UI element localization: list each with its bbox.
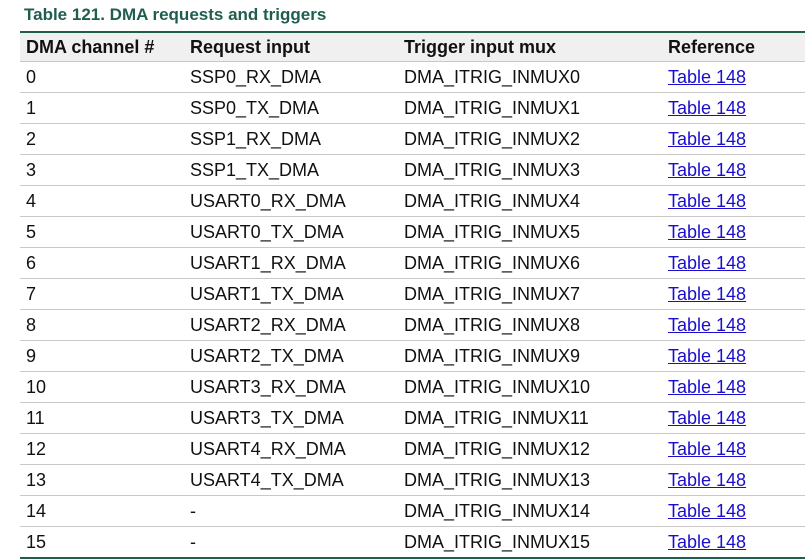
cell-trigger-mux: DMA_ITRIG_INMUX10	[404, 376, 591, 397]
cell-channel: 12	[26, 438, 47, 459]
table-row: 2 SSP1_RX_DMA DMA_ITRIG_INMUX2 Table 148	[20, 124, 805, 155]
cell-request-input: USART0_RX_DMA	[190, 190, 346, 211]
reference-link[interactable]: Table 148	[668, 283, 747, 304]
reference-link[interactable]: Table 148	[668, 221, 747, 242]
reference-link[interactable]: Table 148	[668, 159, 747, 180]
table-row: 13 USART4_TX_DMA DMA_ITRIG_INMUX13 Table 14…	[20, 465, 805, 496]
cell-channel: 1	[26, 97, 37, 118]
cell-channel: 8	[26, 314, 37, 335]
reference-link[interactable]: Table 148	[668, 66, 747, 87]
cell-trigger-mux: DMA_ITRIG_INMUX14	[404, 500, 591, 521]
cell-channel: 0	[26, 66, 37, 87]
cell-channel: 15	[26, 531, 47, 552]
cell-request-input: -	[190, 531, 196, 552]
table-row: 9 USART2_TX_DMA DMA_ITRIG_INMUX9 Table 148	[20, 341, 805, 372]
reference-link[interactable]: Table 148	[668, 252, 747, 273]
reference-link[interactable]: Table 148	[668, 531, 747, 552]
cell-request-input: USART4_TX_DMA	[190, 469, 344, 490]
table-row: 6 USART1_RX_DMA DMA_ITRIG_INMUX6 Table 148	[20, 248, 805, 279]
header-trigger-input-mux: Trigger input mux	[404, 36, 557, 57]
cell-trigger-mux: DMA_ITRIG_INMUX13	[404, 469, 591, 490]
cell-trigger-mux: DMA_ITRIG_INMUX1	[404, 97, 581, 118]
cell-request-input: USART1_RX_DMA	[190, 252, 346, 273]
cell-trigger-mux: DMA_ITRIG_INMUX4	[404, 190, 581, 211]
table-row: 4 USART0_RX_DMA DMA_ITRIG_INMUX4 Table 148	[20, 186, 805, 217]
cell-trigger-mux: DMA_ITRIG_INMUX8	[404, 314, 581, 335]
cell-channel: 4	[26, 190, 37, 211]
cell-trigger-mux: DMA_ITRIG_INMUX9	[404, 345, 581, 366]
table-header-row: DMA channel # Request input Trigger inpu…	[20, 33, 805, 62]
cell-trigger-mux: DMA_ITRIG_INMUX2	[404, 128, 581, 149]
cell-request-input: SSP0_RX_DMA	[190, 66, 322, 87]
cell-trigger-mux: DMA_ITRIG_INMUX15	[404, 531, 591, 552]
cell-channel: 10	[26, 376, 47, 397]
cell-channel: 5	[26, 221, 37, 242]
cell-channel: 3	[26, 159, 37, 180]
cell-request-input: SSP1_TX_DMA	[190, 159, 320, 180]
cell-channel: 9	[26, 345, 37, 366]
cell-trigger-mux: DMA_ITRIG_INMUX3	[404, 159, 581, 180]
cell-trigger-mux: DMA_ITRIG_INMUX12	[404, 438, 591, 459]
cell-request-input: USART4_RX_DMA	[190, 438, 346, 459]
reference-link[interactable]: Table 148	[668, 345, 747, 366]
cell-channel: 14	[26, 500, 47, 521]
cell-request-input: USART2_RX_DMA	[190, 314, 346, 335]
dma-table: DMA channel # Request input Trigger inpu…	[20, 31, 805, 559]
cell-request-input: SSP0_TX_DMA	[190, 97, 320, 118]
cell-request-input: -	[190, 500, 196, 521]
cell-channel: 13	[26, 469, 47, 490]
cell-channel: 2	[26, 128, 37, 149]
header-request-input: Request input	[190, 36, 310, 57]
cell-request-input: USART3_TX_DMA	[190, 407, 344, 428]
table-row: 8 USART2_RX_DMA DMA_ITRIG_INMUX8 Table 148	[20, 310, 805, 341]
reference-link[interactable]: Table 148	[668, 314, 747, 335]
table-row: 1 SSP0_TX_DMA DMA_ITRIG_INMUX1 Table 148	[20, 93, 805, 124]
cell-request-input: USART2_TX_DMA	[190, 345, 344, 366]
cell-trigger-mux: DMA_ITRIG_INMUX7	[404, 283, 581, 304]
cell-trigger-mux: DMA_ITRIG_INMUX6	[404, 252, 581, 273]
reference-link[interactable]: Table 148	[668, 438, 747, 459]
cell-request-input: USART0_TX_DMA	[190, 221, 344, 242]
reference-link[interactable]: Table 148	[668, 128, 747, 149]
table-row: 15 - DMA_ITRIG_INMUX15 Table 148	[20, 527, 805, 557]
cell-trigger-mux: DMA_ITRIG_INMUX0	[404, 66, 581, 87]
table-row: 11 USART3_TX_DMA DMA_ITRIG_INMUX11 Table 14…	[20, 403, 805, 434]
reference-link[interactable]: Table 148	[668, 190, 747, 211]
cell-request-input: USART1_TX_DMA	[190, 283, 344, 304]
reference-link[interactable]: Table 148	[668, 500, 747, 521]
table-row: 0 SSP0_RX_DMA DMA_ITRIG_INMUX0 Table 148	[20, 62, 805, 93]
reference-link[interactable]: Table 148	[668, 376, 747, 397]
reference-link[interactable]: Table 148	[668, 97, 747, 118]
cell-channel: 6	[26, 252, 37, 273]
table-row: 5 USART0_TX_DMA DMA_ITRIG_INMUX5 Table 148	[20, 217, 805, 248]
header-reference: Reference	[668, 36, 756, 57]
table-row: 12 USART4_RX_DMA DMA_ITRIG_INMUX12 Table 14…	[20, 434, 805, 465]
table-row: 7 USART1_TX_DMA DMA_ITRIG_INMUX7 Table 148	[20, 279, 805, 310]
cell-request-input: USART3_RX_DMA	[190, 376, 346, 397]
table-row: 10 USART3_RX_DMA DMA_ITRIG_INMUX10 Table 14…	[20, 372, 805, 403]
cell-trigger-mux: DMA_ITRIG_INMUX5	[404, 221, 581, 242]
table-row: 3 SSP1_TX_DMA DMA_ITRIG_INMUX3 Table 148	[20, 155, 805, 186]
table-row: 14 - DMA_ITRIG_INMUX14 Table 148	[20, 496, 805, 527]
cell-channel: 11	[26, 407, 45, 428]
cell-request-input: SSP1_RX_DMA	[190, 128, 322, 149]
table-title: Table 121. DMA requests and triggers	[24, 5, 327, 24]
cell-trigger-mux: DMA_ITRIG_INMUX11	[404, 407, 589, 428]
cell-channel: 7	[26, 283, 37, 304]
header-dma-channel: DMA channel #	[26, 36, 155, 57]
reference-link[interactable]: Table 148	[668, 469, 747, 490]
reference-link[interactable]: Table 148	[668, 407, 747, 428]
